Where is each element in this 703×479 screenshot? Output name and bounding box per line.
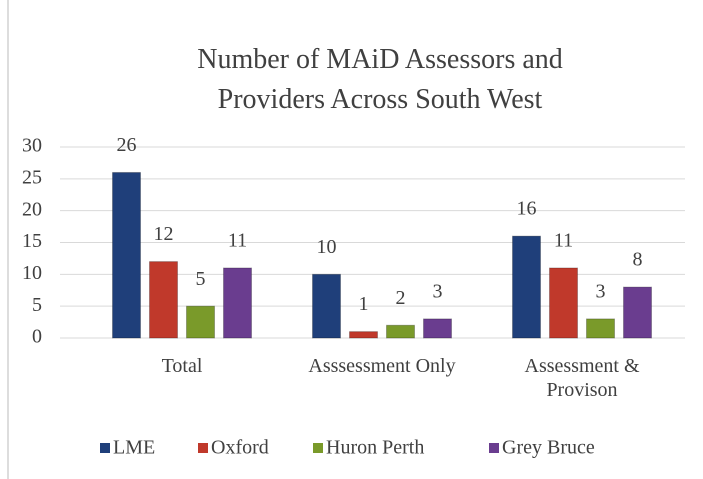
y-tick-label: 15 — [22, 230, 42, 252]
y-tick-label: 10 — [22, 262, 42, 284]
data-label: 16 — [517, 198, 537, 220]
bar — [549, 267, 578, 339]
data-label: 11 — [554, 230, 573, 252]
bar — [186, 305, 215, 339]
data-label: 1 — [359, 293, 369, 315]
legend-label: Grey Bruce — [502, 437, 595, 459]
legend-swatch — [100, 443, 110, 453]
y-tick-label: 30 — [22, 135, 42, 157]
data-label: 3 — [433, 280, 443, 302]
bar — [223, 267, 252, 339]
legend-swatch — [198, 443, 208, 453]
x-tick-label: Total — [161, 355, 203, 377]
data-label: 10 — [317, 236, 337, 258]
data-label: 11 — [228, 230, 247, 252]
bar — [386, 324, 415, 339]
bar — [112, 171, 141, 339]
bar — [149, 261, 178, 339]
x-tick-label: Assessment & Provison — [524, 355, 640, 401]
data-label: 8 — [633, 249, 643, 271]
y-tick-label: 5 — [32, 294, 42, 316]
data-label: 2 — [396, 287, 406, 309]
data-label: 3 — [596, 280, 606, 302]
y-tick-label: 25 — [22, 166, 42, 188]
chart-title: Number of MAiD Assessors and Providers A… — [197, 44, 563, 115]
legend-label: Huron Perth — [326, 437, 424, 459]
bar — [312, 273, 341, 339]
legend-label: Oxford — [211, 437, 269, 459]
y-tick-label: 20 — [22, 198, 42, 220]
data-label: 26 — [117, 134, 137, 156]
y-tick-label: 0 — [32, 326, 42, 348]
bar — [623, 286, 652, 339]
data-label: 5 — [196, 268, 206, 290]
legend-swatch — [489, 443, 499, 453]
bar — [586, 318, 615, 339]
data-label: 12 — [154, 223, 174, 245]
legend-label: LME — [113, 437, 155, 459]
x-tick-label: Asssessment Only — [308, 355, 456, 377]
bar — [512, 235, 541, 339]
legend-swatch — [313, 443, 323, 453]
bar — [349, 331, 378, 339]
bar — [423, 318, 452, 339]
